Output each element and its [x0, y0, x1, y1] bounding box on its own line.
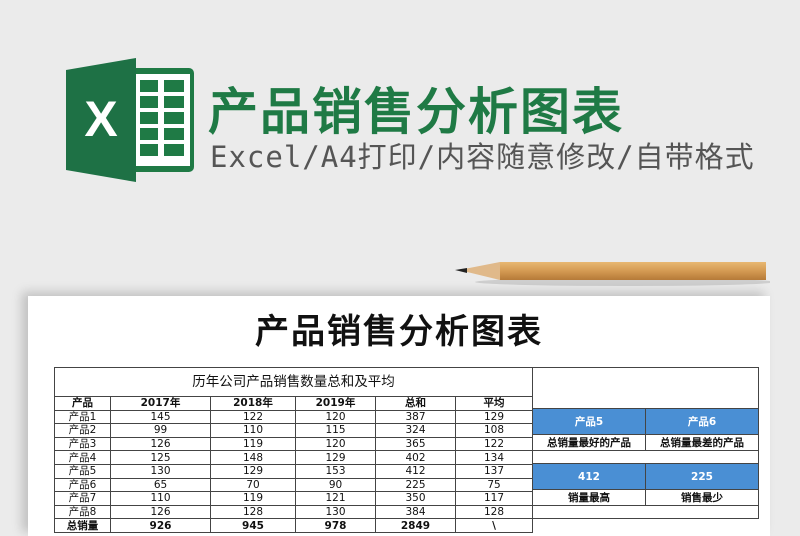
worst-product: 产品6 [645, 408, 759, 435]
spreadsheet-preview: 产品销售分析图表 历年公司产品销售数量总和及平均 产品 2017年 2018年 … [28, 296, 770, 536]
table-cell: 126 [110, 436, 211, 452]
banner-title: 产品销售分析图表 [208, 83, 624, 141]
table-cell: 119 [210, 491, 296, 506]
table-cell: 225 [375, 477, 456, 493]
column-header: 2018年 [210, 396, 296, 411]
table-row: 产品8 126 128 130 384 128 [54, 504, 534, 520]
table-row: 产品6 65 70 90 225 75 [54, 477, 534, 493]
column-header: 平均 [454, 396, 534, 411]
sales-table: 历年公司产品销售数量总和及平均 产品 2017年 2018年 2019年 总和 … [53, 367, 534, 533]
max-label: 销量最高 [532, 489, 646, 506]
table-cell: 120 [295, 436, 376, 452]
table-cell: 126 [110, 504, 211, 520]
table-cell: 153 [295, 463, 376, 479]
table-cell: 115 [295, 423, 376, 438]
table-cell: 产品4 [54, 450, 111, 465]
excel-logo-icon: X [66, 58, 194, 182]
table-cell: 121 [295, 491, 376, 506]
table-cell: 324 [375, 423, 456, 438]
best-product: 产品5 [532, 408, 646, 435]
table-cell: 119 [210, 436, 296, 452]
table-cell: 70 [210, 477, 296, 493]
svg-text:X: X [84, 91, 117, 147]
table-cell: 130 [110, 463, 211, 479]
table-row: 产品1 145 122 120 387 129 [54, 409, 534, 425]
table-cell: 125 [110, 450, 211, 465]
table-cell: 402 [375, 450, 456, 465]
table-cell: 99 [110, 423, 211, 438]
table-cell: 387 [375, 409, 456, 425]
table-cell: 产品1 [54, 409, 111, 425]
table-cell: 108 [454, 423, 534, 438]
table-cell: 90 [295, 477, 376, 493]
table-row: 产品2 99 110 115 324 108 [54, 423, 534, 438]
table-cell: 产品3 [54, 436, 111, 452]
summary-panel: 产品5 产品6 总销量最好的产品 总销量最差的产品 412 225 销量最高 销… [532, 367, 759, 519]
table-cell: 148 [210, 450, 296, 465]
table-cell: 产品5 [54, 463, 111, 479]
min-label: 销售最少 [645, 489, 759, 506]
table-cell: 128 [210, 504, 296, 520]
table-cell: 产品7 [54, 491, 111, 506]
table-cell: 129 [454, 409, 534, 425]
table-cell: 134 [454, 450, 534, 465]
table-cell: 75 [454, 477, 534, 493]
column-header: 2017年 [110, 396, 211, 411]
pencil-icon [455, 262, 770, 286]
column-header: 产品 [54, 396, 111, 411]
table-row: 产品5 130 129 153 412 137 [54, 463, 534, 479]
column-header: 2019年 [295, 396, 376, 411]
table-cell: 产品2 [54, 423, 111, 438]
table-cell: 130 [295, 504, 376, 520]
table-cell: 122 [210, 409, 296, 425]
table-row: 产品4 125 148 129 402 134 [54, 450, 534, 465]
table-cell: 145 [110, 409, 211, 425]
sheet-title: 产品销售分析图表 [255, 312, 543, 352]
table-cell: 365 [375, 436, 456, 452]
table-row: 产品3 126 119 120 365 122 [54, 436, 534, 452]
table-cell: 117 [454, 491, 534, 506]
table-cell: 137 [454, 463, 534, 479]
table-cell: 产品6 [54, 477, 111, 493]
worst-product-label: 总销量最差的产品 [645, 434, 759, 451]
table-cell: 110 [110, 491, 211, 506]
table-row: 产品7 110 119 121 350 117 [54, 491, 534, 506]
table-cell: 350 [375, 491, 456, 506]
table-title: 历年公司产品销售数量总和及平均 [53, 367, 534, 397]
best-product-label: 总销量最好的产品 [532, 434, 646, 451]
max-value: 412 [532, 463, 646, 490]
table-cell: 122 [454, 436, 534, 452]
table-cell: 产品8 [54, 504, 111, 520]
column-header: 总和 [375, 396, 456, 411]
table-cell: 110 [210, 423, 296, 438]
table-cell: 120 [295, 409, 376, 425]
table-cell: 384 [375, 504, 456, 520]
table-cell: 128 [454, 504, 534, 520]
banner-subtitle: Excel/A4打印/内容随意修改/自带格式 [210, 140, 755, 174]
min-value: 225 [645, 463, 759, 490]
table-cell: 129 [295, 450, 376, 465]
table-cell: 129 [210, 463, 296, 479]
table-header: 产品 2017年 2018年 2019年 总和 平均 [54, 396, 534, 411]
table-cell: 412 [375, 463, 456, 479]
table-cell: 65 [110, 477, 211, 493]
